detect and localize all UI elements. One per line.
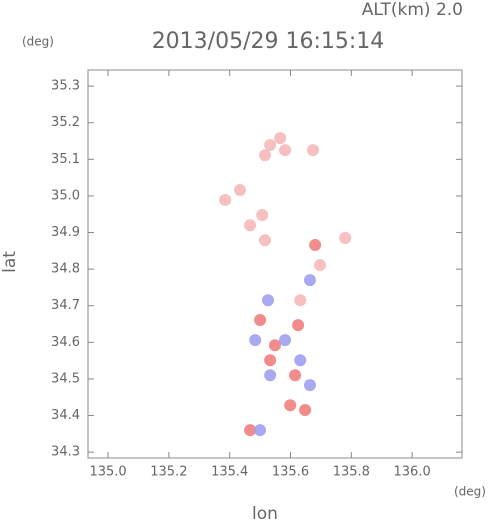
point bbox=[299, 404, 312, 417]
x-tick-label: 135.0 bbox=[89, 465, 126, 480]
point bbox=[234, 184, 247, 197]
point bbox=[292, 319, 305, 332]
point bbox=[294, 294, 307, 307]
y-tick-label: 35.1 bbox=[51, 152, 80, 167]
point bbox=[254, 314, 267, 327]
point bbox=[258, 149, 271, 162]
x-tick-label: 135.6 bbox=[272, 465, 309, 480]
point bbox=[279, 334, 292, 347]
plot-frame bbox=[87, 69, 463, 459]
point bbox=[249, 334, 262, 347]
y-tick-label: 34.8 bbox=[51, 262, 80, 277]
point bbox=[303, 274, 316, 287]
y-tick-label: 34.3 bbox=[51, 445, 80, 460]
x-axis-label: lon bbox=[252, 504, 278, 521]
point bbox=[294, 354, 307, 367]
point bbox=[284, 399, 297, 412]
point bbox=[307, 144, 320, 157]
y-tick-label: 35.0 bbox=[51, 188, 80, 203]
y-axis-label: lat bbox=[0, 251, 20, 273]
point bbox=[244, 424, 257, 437]
point bbox=[219, 193, 232, 206]
y-tick-label: 34.7 bbox=[51, 298, 80, 313]
x-tick-label: 135.8 bbox=[333, 465, 370, 480]
y-unit: (deg) bbox=[22, 35, 54, 49]
point bbox=[262, 294, 275, 307]
point bbox=[254, 424, 267, 437]
point bbox=[269, 339, 281, 352]
x-tick-label: 135.2 bbox=[150, 465, 187, 480]
point bbox=[314, 259, 327, 272]
y-tick-label: 34.5 bbox=[51, 371, 80, 386]
point bbox=[309, 238, 322, 251]
x-tick-label: 136.0 bbox=[394, 465, 431, 480]
point bbox=[274, 132, 287, 145]
chart-title: 2013/05/29 16:15:14 bbox=[152, 29, 385, 54]
point bbox=[264, 369, 277, 382]
x-unit: (deg) bbox=[454, 485, 486, 499]
point bbox=[258, 234, 271, 247]
y-tick-label: 34.4 bbox=[51, 408, 80, 423]
y-tick-label: 35.2 bbox=[51, 115, 80, 130]
subtitle: ALT(km) 2.0 bbox=[362, 0, 463, 20]
y-tick-label: 34.6 bbox=[51, 335, 80, 350]
point bbox=[244, 219, 257, 232]
point bbox=[289, 369, 302, 382]
point bbox=[339, 232, 352, 245]
y-tick-label: 34.9 bbox=[51, 225, 80, 240]
point bbox=[264, 354, 277, 367]
point bbox=[264, 139, 277, 152]
point bbox=[303, 379, 316, 392]
x-tick-label: 135.4 bbox=[211, 465, 248, 480]
y-tick-label: 35.3 bbox=[51, 79, 80, 94]
point bbox=[279, 144, 292, 157]
point bbox=[256, 208, 269, 221]
